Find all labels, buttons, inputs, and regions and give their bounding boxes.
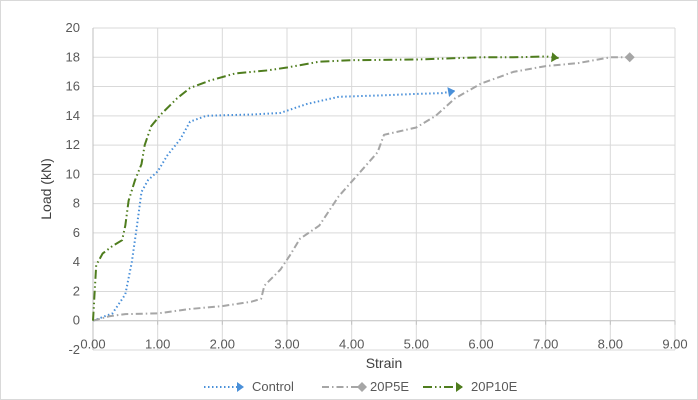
- y-tick-label: 18: [66, 49, 80, 64]
- x-tick-label: 9.00: [662, 337, 687, 352]
- gridlines: [93, 27, 676, 351]
- x-tick-label: 3.00: [274, 337, 299, 352]
- series-line: [92, 56, 630, 322]
- y-tick-label: 6: [73, 225, 80, 240]
- x-tick-label: 1.00: [145, 337, 170, 352]
- y-tick-label: 0: [73, 313, 80, 328]
- y-tick-label: 16: [66, 79, 80, 94]
- y-tick-label: -2: [68, 342, 80, 357]
- y-tick-label: 4: [73, 254, 80, 269]
- series-control: [92, 87, 456, 322]
- y-tick-label: 8: [73, 196, 80, 211]
- legend-swatch-marker: [237, 382, 244, 392]
- legend-label: 20P10E: [471, 379, 518, 394]
- x-tick-label: 7.00: [533, 337, 558, 352]
- series-20p10e: [92, 52, 559, 321]
- series-end-marker: [551, 52, 559, 63]
- y-axis-title: Load (kN): [38, 158, 54, 219]
- tick-labels: -2 0 2 4 6 8 10 12 14 16 18 20 0.00 1.00 2.00 3.00 4.00 5…: [66, 20, 688, 357]
- legend-item-20p10e: 20P10E: [423, 379, 518, 394]
- axes: [92, 28, 676, 350]
- x-tick-label: 6.00: [468, 337, 493, 352]
- x-tick-label: 0.00: [80, 337, 105, 352]
- x-tick-label: 5.00: [404, 337, 429, 352]
- legend-swatch-marker: [357, 382, 367, 392]
- legend-item-20p5e: 20P5E: [322, 379, 409, 394]
- x-axis-title: Strain: [366, 355, 403, 371]
- legend: Control 20P5E 20P10E: [204, 379, 518, 394]
- series-lines: [92, 52, 635, 322]
- y-tick-label: 2: [73, 283, 80, 298]
- legend-swatch-marker: [456, 382, 463, 392]
- x-tick-label: 4.00: [339, 337, 364, 352]
- series-20p5e: [92, 52, 635, 322]
- legend-item-control: Control: [204, 379, 294, 394]
- y-tick-label: 14: [66, 108, 80, 123]
- legend-label: Control: [252, 379, 294, 394]
- legend-label: 20P5E: [370, 379, 409, 394]
- series-line: [92, 89, 456, 322]
- y-tick-label: 20: [66, 20, 80, 35]
- x-tick-label: 8.00: [598, 337, 623, 352]
- series-end-marker: [447, 87, 456, 98]
- y-tick-label: 12: [66, 137, 80, 152]
- y-tick-label: 10: [66, 166, 80, 181]
- x-tick-label: 2.00: [210, 337, 235, 352]
- series-line: [92, 55, 559, 321]
- series-end-marker: [624, 52, 635, 63]
